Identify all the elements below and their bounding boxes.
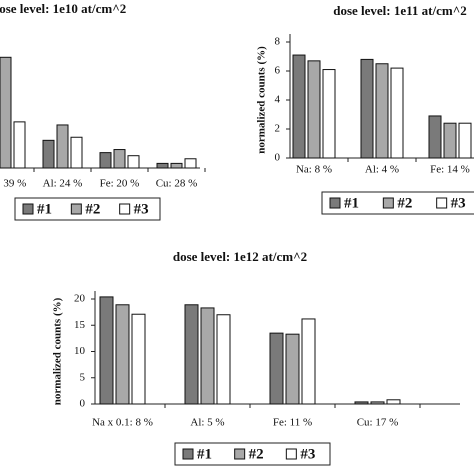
- bar: [184, 304, 199, 405]
- x-tick-label: Cu: 28 %: [156, 178, 198, 190]
- x-tick-label: Al: 24 %: [43, 178, 83, 190]
- bar: [200, 307, 215, 405]
- legend-label: #2: [397, 195, 412, 211]
- bar: [375, 63, 389, 159]
- bar: [0, 56, 12, 169]
- bar: [113, 149, 126, 169]
- x-tick-label: Fe: 11 %: [273, 417, 312, 429]
- bar: [285, 333, 300, 405]
- legend-label: #1: [344, 195, 359, 211]
- bar: [307, 60, 321, 159]
- y-tick-label: 4: [275, 94, 281, 106]
- chart-title: dose level: 1e10 at/cm^2: [0, 1, 126, 16]
- bar: [360, 58, 374, 159]
- x-tick-label: Na x 0.1: 8 %: [92, 417, 153, 429]
- x-tick-label: Fe: 20 %: [100, 178, 140, 190]
- legend-swatch: [234, 448, 246, 460]
- bar: [131, 313, 146, 405]
- y-axis-label: normalized counts (%): [256, 46, 268, 154]
- legend-swatch: [382, 197, 394, 209]
- y-tick-label: 10: [74, 345, 86, 357]
- legend-swatch: [329, 197, 341, 209]
- bar: [386, 399, 401, 405]
- legend-label: #3: [134, 201, 149, 217]
- bar: [370, 401, 385, 405]
- bar: [156, 162, 169, 169]
- x-tick-label: Al: 4 %: [365, 164, 399, 176]
- legend-label: #2: [249, 446, 264, 462]
- x-tick-label: Al: 5 %: [190, 417, 224, 429]
- legend-swatch: [22, 203, 34, 215]
- y-tick-label: 2: [275, 123, 281, 135]
- bar: [216, 314, 231, 405]
- legend-box: [321, 191, 474, 215]
- x-tick-label: Cu: 17 %: [357, 417, 399, 429]
- bar: [428, 115, 442, 159]
- bar: [269, 332, 284, 405]
- bar: [115, 304, 130, 405]
- y-axis-label: normalized counts (%): [52, 297, 64, 405]
- legend-swatch: [285, 448, 297, 460]
- bar: [13, 121, 26, 169]
- bar: [354, 401, 369, 405]
- x-tick-label: Fe: 14 %: [430, 164, 470, 176]
- bar: [301, 318, 316, 405]
- bar: [170, 162, 183, 169]
- legend-swatch: [119, 203, 131, 215]
- legend-swatch: [182, 448, 194, 460]
- legend-label: #2: [85, 201, 100, 217]
- y-tick-label: 0: [80, 398, 86, 410]
- x-tick-label: Na: 39 %: [0, 178, 26, 190]
- legend-label: #3: [300, 446, 315, 462]
- bar: [42, 139, 55, 169]
- y-tick-label: 5: [80, 371, 86, 383]
- bar: [292, 54, 306, 159]
- y-tick-label: 8: [275, 36, 281, 48]
- chart-title: dose level: 1e12 at/cm^2: [173, 249, 307, 264]
- y-tick-label: 6: [275, 65, 281, 77]
- chart-title: dose level: 1e11 at/cm^2: [333, 3, 467, 18]
- bar: [390, 67, 404, 159]
- x-tick-label: Na: 8 %: [296, 164, 332, 176]
- legend-label: #1: [37, 201, 52, 217]
- y-tick-label: 0: [275, 152, 281, 164]
- bar: [458, 122, 472, 159]
- y-tick-label: 20: [74, 293, 86, 305]
- legend-label: #1: [197, 446, 212, 462]
- bar: [443, 122, 457, 159]
- bar: [127, 155, 140, 169]
- bar: [99, 152, 112, 169]
- bar: [70, 136, 83, 169]
- bar: [99, 296, 114, 405]
- legend-label: #3: [451, 195, 466, 211]
- bar: [56, 124, 69, 169]
- legend-swatch: [436, 197, 448, 209]
- bar: [322, 69, 336, 159]
- y-tick-label: 15: [74, 319, 86, 331]
- bar: [184, 158, 197, 169]
- legend-swatch: [70, 203, 82, 215]
